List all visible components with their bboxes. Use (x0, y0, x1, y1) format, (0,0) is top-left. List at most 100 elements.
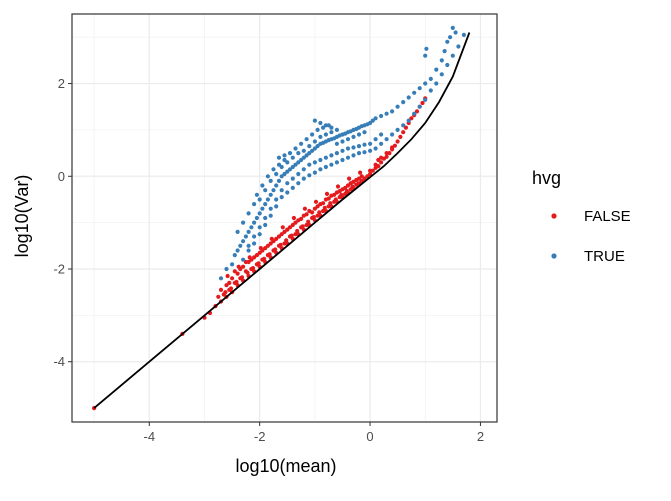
point-true (274, 183, 279, 188)
point-true (293, 162, 298, 167)
y-tick-label: 2 (58, 76, 65, 91)
point-true (271, 167, 276, 172)
point-false (234, 279, 239, 285)
point-true (257, 211, 262, 216)
point-false (278, 242, 283, 247)
point-true (412, 90, 417, 95)
point-false (322, 205, 327, 210)
point-true (356, 151, 362, 156)
point-true (373, 146, 378, 151)
point-true (276, 162, 282, 167)
point-false (310, 210, 315, 215)
point-false (254, 253, 259, 258)
point-true (323, 164, 328, 170)
point-true (260, 183, 265, 188)
point-true (257, 232, 262, 237)
x-tick-label: 2 (477, 429, 484, 444)
point-true (351, 153, 356, 158)
point-true (323, 132, 328, 137)
point-false (379, 155, 384, 160)
point-true (351, 145, 356, 150)
point-false (223, 290, 228, 295)
point-true (450, 53, 455, 58)
point-true (442, 49, 447, 54)
point-true (412, 111, 417, 116)
point-true (246, 243, 251, 248)
point-true (282, 157, 287, 163)
point-true (345, 137, 351, 142)
point-false (239, 275, 245, 280)
y-tick-label: -4 (53, 354, 65, 369)
point-true (252, 234, 257, 239)
point-true (345, 146, 351, 151)
point-true (329, 153, 334, 158)
x-tick-label: -4 (143, 429, 155, 444)
point-true (340, 139, 345, 144)
point-true (340, 148, 345, 153)
point-false (218, 287, 224, 292)
point-false (290, 222, 295, 228)
point-false (227, 280, 232, 285)
point-true (345, 155, 351, 160)
point-true (307, 162, 312, 167)
point-true (423, 81, 428, 86)
point-false (365, 174, 370, 179)
point-false (359, 174, 364, 179)
point-false (262, 256, 267, 261)
point-false (302, 206, 307, 211)
point-false (368, 168, 373, 173)
point-false (401, 130, 406, 135)
point-true (362, 142, 367, 147)
point-true (423, 97, 428, 102)
point-true (351, 134, 356, 139)
point-true (290, 176, 295, 181)
point-true (285, 160, 290, 165)
point-true (279, 174, 284, 179)
x-tick-label: 0 (366, 429, 373, 444)
point-true (310, 132, 315, 137)
x-tick-label: -2 (254, 429, 266, 444)
legend-title: hvg (532, 168, 561, 188)
point-true (384, 111, 389, 116)
point-true (290, 185, 295, 190)
point-true (373, 137, 378, 142)
point-true (334, 127, 339, 132)
point-true (390, 132, 395, 137)
point-false (295, 228, 300, 234)
x-axis-title: log10(mean) (235, 456, 336, 476)
legend-key-true (551, 253, 557, 259)
y-axis-title: log10(Var) (12, 175, 32, 258)
point-true (268, 213, 273, 218)
point-false (291, 215, 296, 221)
point-true (318, 134, 323, 139)
point-true (461, 32, 466, 38)
point-true (428, 76, 433, 81)
point-true (254, 215, 259, 221)
point-true (252, 220, 257, 225)
point-true (241, 220, 246, 225)
point-true (329, 162, 334, 167)
point-true (445, 39, 450, 44)
point-true (434, 81, 439, 86)
point-true (301, 167, 306, 172)
point-true (395, 127, 400, 132)
point-true (274, 204, 279, 209)
legend-label-true: TRUE (584, 248, 625, 265)
point-true (373, 116, 378, 121)
point-false (390, 145, 395, 150)
point-false (414, 109, 420, 114)
point-true (370, 118, 375, 123)
point-true (276, 155, 282, 160)
point-true (424, 46, 429, 51)
point-true (434, 67, 439, 72)
legend-key-false (551, 213, 557, 219)
point-true (456, 44, 461, 49)
point-true (326, 123, 331, 128)
point-false (333, 197, 338, 202)
point-true (312, 118, 317, 123)
point-true (279, 195, 284, 200)
point-false (276, 234, 282, 239)
point-false (243, 259, 248, 265)
plot-panel (72, 14, 497, 422)
